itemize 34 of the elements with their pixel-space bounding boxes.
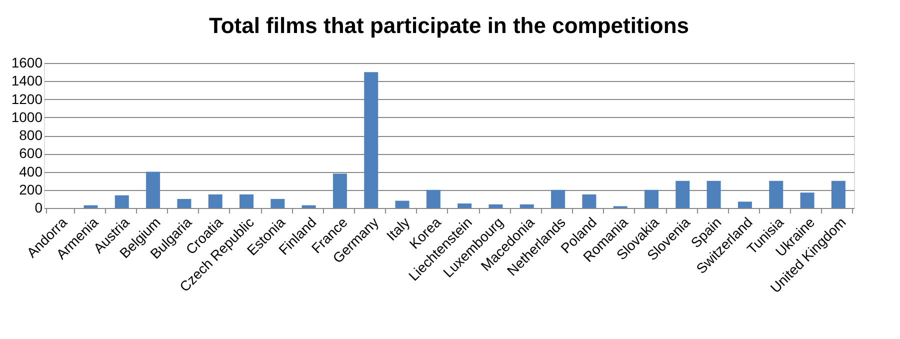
bar [676,180,690,208]
bar [644,190,658,208]
bar [395,200,410,208]
y-tick-label: 400 [19,163,43,180]
bar [426,190,440,208]
bar [706,180,721,208]
y-tick-label: 1000 [11,108,43,125]
bar [800,192,814,208]
bar [177,198,192,208]
bar [582,194,596,208]
bar [831,180,846,208]
bar [302,205,316,208]
bar [146,172,160,208]
y-tick-label: 0 [34,200,43,216]
bar [488,204,503,208]
bar [240,194,254,208]
y-tick-label: 800 [19,127,43,143]
bar [364,72,378,208]
bar [114,195,129,208]
bar [738,202,752,208]
bar [458,203,472,208]
y-tick-label: 200 [19,181,43,198]
bar [769,180,784,208]
y-tick-label: 1400 [11,72,43,89]
bar [208,194,222,208]
bar [551,190,566,208]
y-tick-label: 600 [19,145,43,162]
bar [520,204,534,208]
y-tick-label: 1200 [11,90,43,107]
bar [270,198,285,208]
bar [84,205,98,208]
chart-title: Total films that participate in the competitions [209,13,689,38]
y-tick-label: 1600 [11,54,43,70]
bar [332,174,347,208]
